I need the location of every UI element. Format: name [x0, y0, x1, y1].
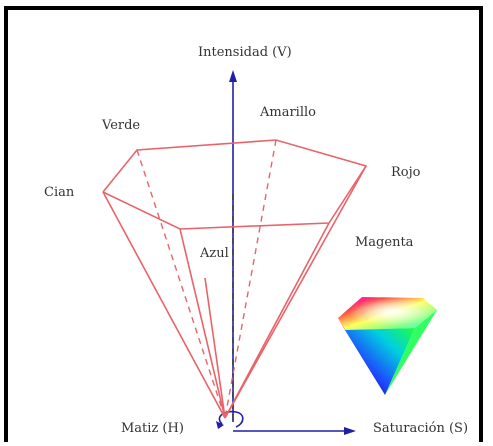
red-label: Rojo: [391, 165, 421, 180]
intensity-axis-arrowhead: [229, 70, 237, 82]
cyan-label: Cian: [44, 185, 75, 200]
intensity-label: Intensidad (V): [198, 45, 292, 60]
hue-label: Matiz (H): [121, 421, 184, 436]
blue-label: Azul: [199, 246, 229, 261]
hexcone-hidden-edges: [136, 139, 277, 419]
green-label: Verde: [101, 118, 140, 133]
color-hexcone-illustration: [338, 297, 437, 395]
saturation-label: Saturación (S): [373, 421, 468, 436]
hexcone-edges: [102, 139, 368, 419]
saturation-axis-arrowhead: [344, 427, 356, 435]
hue-arc-arrowhead: [216, 421, 224, 429]
diagram-frame: [4, 6, 483, 442]
magenta-label: Magenta: [355, 235, 414, 250]
hue-arc: [218, 410, 244, 428]
yellow-label: Amarillo: [259, 105, 316, 120]
